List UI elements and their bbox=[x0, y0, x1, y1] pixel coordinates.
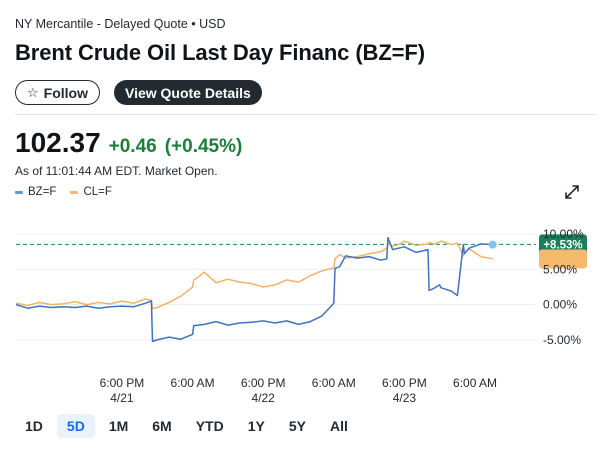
value-badge-green: +8.53% bbox=[539, 234, 587, 254]
x-axis-ticks: 6:00 PM 6:00 AM 6:00 PM 6:00 AM 6:00 PM 6:00 … bbox=[100, 376, 497, 405]
legend-item-bz[interactable]: BZ=F bbox=[15, 186, 56, 198]
y-axis-ticks: 10.00% 5.00% 0.00% -5.00% bbox=[543, 227, 584, 347]
x-tick-label-1: 6:00 AM bbox=[171, 376, 215, 390]
y-tick-label-0: 10.00% bbox=[543, 227, 584, 241]
badge-text-green: +8.53% bbox=[543, 239, 582, 251]
series-line-bzf bbox=[15, 236, 493, 343]
current-price: 102.37 bbox=[15, 127, 101, 158]
y-tick-label-1: 5.00% bbox=[543, 262, 577, 276]
follow-label: Follow bbox=[43, 84, 88, 101]
price-change: +0.46 bbox=[108, 136, 157, 157]
x-tick-label-2: 6:00 PM bbox=[241, 376, 286, 390]
legend-swatch-bz bbox=[15, 190, 23, 194]
legend-swatch-cl bbox=[70, 190, 79, 194]
legend-item-cl[interactable]: CL=F bbox=[70, 186, 112, 198]
range-button-6m[interactable]: 6M bbox=[152, 418, 172, 434]
quote-details-label: View Quote Details bbox=[124, 84, 251, 101]
action-buttons: ☆ Follow View Quote Details bbox=[15, 80, 262, 105]
x-tick-label-0: 6:00 PM bbox=[100, 376, 145, 390]
chart-badges: +8.53% bbox=[539, 234, 587, 269]
x-tick-label-5: 6:00 AM bbox=[453, 376, 497, 390]
range-button-1m[interactable]: 1M bbox=[108, 418, 129, 434]
as-of-timestamp: As of 11:01:44 AM EDT. Market Open. bbox=[15, 164, 218, 178]
range-button-1d[interactable]: 1D bbox=[25, 418, 43, 434]
badge-bg-green bbox=[539, 234, 587, 254]
price-chart[interactable]: +8.53% 10.00%5.00%0.00%-5.00% 6:00 PM 6:0… bbox=[0, 215, 611, 410]
series-line-clf bbox=[15, 240, 493, 310]
range-button-5d[interactable]: 5D bbox=[56, 414, 95, 438]
chart-series bbox=[15, 236, 497, 343]
time-range-selector: 1D 5D 1M 6M YTD 1Y 5Y All bbox=[15, 414, 358, 438]
y-tick-label-3: -5.00% bbox=[543, 333, 581, 347]
header-divider bbox=[15, 114, 596, 115]
y-tick-label-2: 0.00% bbox=[543, 298, 577, 312]
chart-legend: BZ=F CL=F bbox=[15, 186, 112, 198]
range-button-ytd[interactable]: YTD bbox=[195, 418, 224, 434]
star-icon: ☆ bbox=[27, 84, 39, 100]
date-label-1: 4/22 bbox=[251, 391, 275, 405]
badge-bg-orange bbox=[539, 249, 587, 269]
page-title: Brent Crude Oil Last Day Financ (BZ=F) bbox=[15, 40, 425, 65]
value-badge-orange bbox=[539, 249, 587, 269]
last-point-marker bbox=[488, 240, 497, 249]
legend-label-bz: BZ=F bbox=[28, 186, 57, 198]
price-change-percent: (+0.45%) bbox=[164, 136, 243, 157]
date-label-2: 4/23 bbox=[393, 391, 417, 405]
chart-grid bbox=[16, 233, 536, 341]
x-tick-label-4: 6:00 PM bbox=[382, 376, 427, 390]
price-row: 102.37 +0.46 (+0.45%) bbox=[15, 127, 242, 159]
range-button-1y[interactable]: 1Y bbox=[247, 418, 265, 434]
exchange-line: NY Mercantile - Delayed Quote • USD bbox=[15, 17, 226, 31]
view-quote-details-button[interactable]: View Quote Details bbox=[113, 80, 262, 105]
range-button-5y[interactable]: 5Y bbox=[288, 418, 306, 434]
legend-label-cl: CL=F bbox=[83, 186, 112, 198]
range-button-all[interactable]: All bbox=[329, 418, 348, 434]
expand-icon[interactable] bbox=[564, 184, 580, 200]
date-label-0: 4/21 bbox=[110, 391, 134, 405]
follow-button[interactable]: ☆ Follow bbox=[15, 80, 100, 105]
x-tick-label-3: 6:00 AM bbox=[312, 376, 356, 390]
